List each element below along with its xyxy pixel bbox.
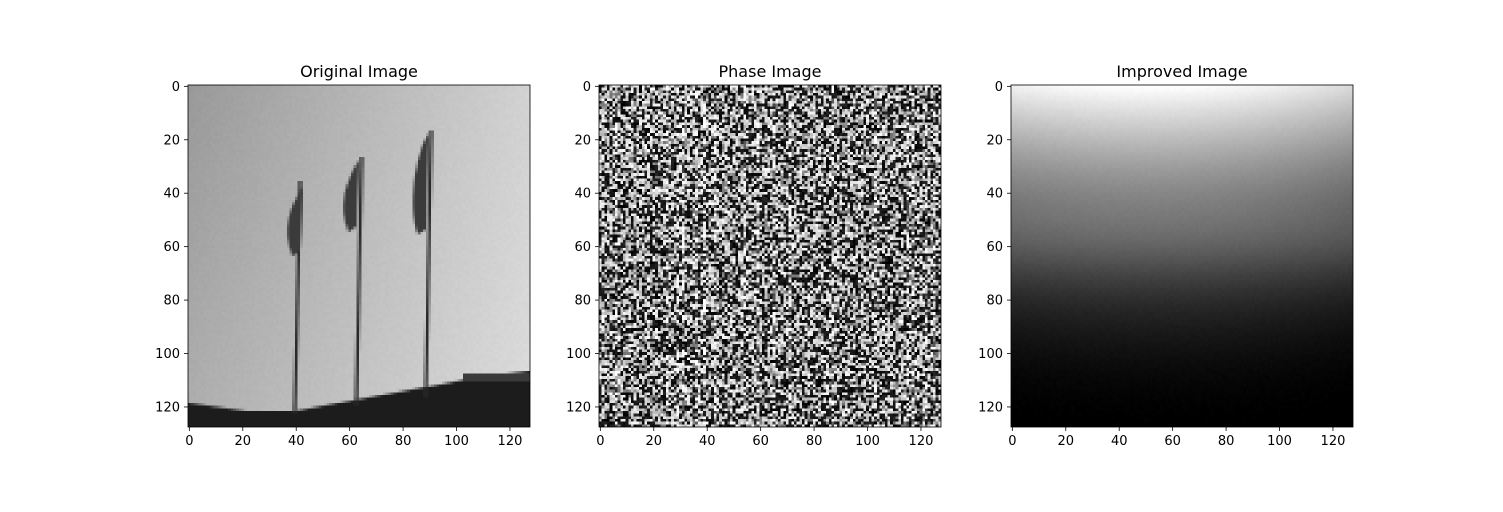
x-tick-label: 100 xyxy=(855,434,880,449)
y-tick-label: 120 xyxy=(566,400,591,415)
panel-original-image: Original Image 0 20 40 60 80 100 120 0 20 40 60 80 10… xyxy=(155,62,531,449)
x-tick-label: 40 xyxy=(699,434,716,449)
x-tick-label: 100 xyxy=(444,434,469,449)
y-tick-label: 20 xyxy=(574,133,591,148)
x-tick-label: 120 xyxy=(909,434,934,449)
x-tick-label: 80 xyxy=(1218,434,1235,449)
y-tick-label: 80 xyxy=(986,294,1003,309)
y-tick-label: 60 xyxy=(574,240,591,255)
y-tick-label: 80 xyxy=(163,294,180,309)
y-tick-label: 40 xyxy=(163,187,180,202)
y-tick-label: 20 xyxy=(986,133,1003,148)
y-tick-label: 100 xyxy=(155,347,180,362)
original-image-title: Original Image xyxy=(300,62,418,81)
x-tick-label: 20 xyxy=(235,434,252,449)
phase-image-raster xyxy=(599,85,941,427)
x-tick-label: 120 xyxy=(1321,434,1346,449)
phase-image-frame xyxy=(598,84,942,428)
y-tick-label: 60 xyxy=(986,240,1003,255)
improved-image-frame xyxy=(1010,84,1354,428)
y-tick-label: 80 xyxy=(574,294,591,309)
original-image-frame xyxy=(187,84,531,428)
y-tick-label: 0 xyxy=(583,80,591,95)
x-tick-label: 40 xyxy=(1111,434,1128,449)
x-tick-label: 20 xyxy=(646,434,663,449)
x-tick-label: 60 xyxy=(1164,434,1181,449)
x-tick-label: 20 xyxy=(1058,434,1075,449)
phase-image-title: Phase Image xyxy=(719,62,822,81)
x-tick-label: 120 xyxy=(498,434,523,449)
improved-image-raster xyxy=(1011,85,1353,427)
x-tick-label: 60 xyxy=(752,434,769,449)
x-tick-label: 0 xyxy=(1008,434,1016,449)
y-tick-label: 0 xyxy=(172,80,180,95)
y-tick-label: 120 xyxy=(978,400,1003,415)
x-tick-label: 80 xyxy=(806,434,823,449)
y-tick-label: 40 xyxy=(574,187,591,202)
original-image-raster xyxy=(188,85,530,427)
y-tick-label: 100 xyxy=(566,347,591,362)
y-tick-label: 20 xyxy=(163,133,180,148)
x-tick-label: 40 xyxy=(288,434,305,449)
x-tick-label: 60 xyxy=(341,434,358,449)
y-tick-label: 120 xyxy=(155,400,180,415)
panel-phase-image: Phase Image 0 20 40 60 80 100 120 0 20 40 60 80 100 12… xyxy=(566,62,942,449)
x-tick-label: 80 xyxy=(395,434,412,449)
x-tick-label: 0 xyxy=(596,434,604,449)
x-tick-label: 100 xyxy=(1267,434,1292,449)
y-tick-label: 40 xyxy=(986,187,1003,202)
improved-image-title: Improved Image xyxy=(1116,62,1247,81)
y-tick-label: 0 xyxy=(995,80,1003,95)
y-tick-label: 60 xyxy=(163,240,180,255)
panel-improved-image: Improved Image 0 20 40 60 80 100 120 0 20 40 60 80 10… xyxy=(978,62,1354,449)
x-tick-label: 0 xyxy=(185,434,193,449)
y-tick-label: 100 xyxy=(978,347,1003,362)
